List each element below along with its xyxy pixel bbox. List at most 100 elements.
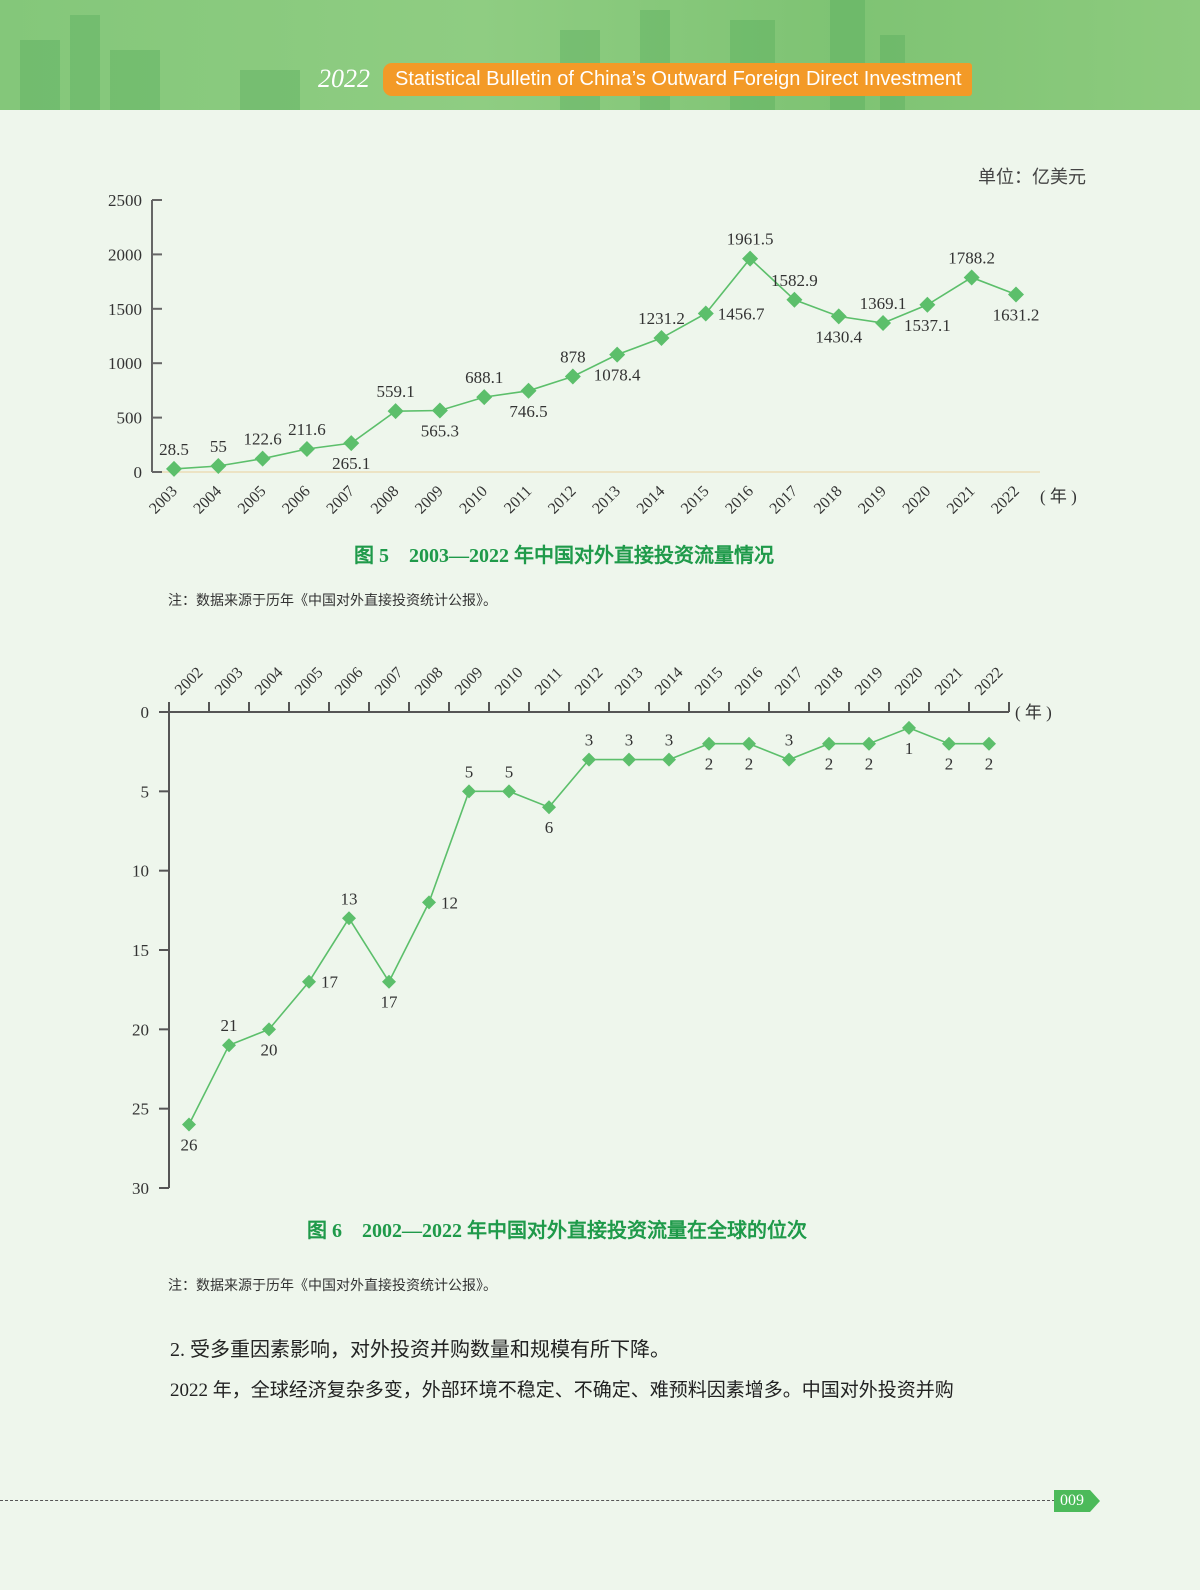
x-tick-label: 2011	[501, 483, 535, 517]
data-point-marker	[387, 403, 404, 420]
data-label: 12	[441, 893, 458, 912]
data-label: 1369.1	[860, 294, 907, 313]
data-point-marker	[942, 736, 956, 751]
section-heading: 2. 受多重因素影响，对外投资并购数量和规模有所下降。	[170, 1339, 670, 1361]
x-tick-label: 2021	[932, 664, 967, 699]
banner-year: 2022	[318, 64, 370, 93]
x-tick-label: 2013	[589, 483, 624, 518]
y-tick-label: 0	[134, 463, 143, 482]
data-point-marker	[982, 736, 996, 751]
data-point-marker	[742, 736, 756, 751]
data-point-marker	[582, 752, 596, 767]
data-point-marker	[702, 736, 716, 751]
data-label: 3	[625, 731, 634, 750]
x-tick-label: 2017	[767, 483, 802, 518]
data-label: 6	[545, 818, 554, 837]
data-label: 17	[321, 973, 339, 992]
x-tick-label: 2004	[190, 483, 225, 518]
chart-global-rank: 0510152025302620022120032020041720051320…	[132, 664, 1052, 1198]
x-tick-label: 2015	[678, 483, 713, 518]
x-tick-label: 2007	[372, 664, 407, 699]
x-tick-label: 2010	[492, 664, 527, 699]
x-tick-label: 2002	[172, 664, 207, 699]
data-point-marker	[422, 895, 436, 910]
data-point-marker	[302, 974, 316, 989]
data-point-marker	[382, 974, 396, 989]
data-label: 13	[341, 889, 358, 908]
data-label: 1582.9	[771, 271, 818, 290]
data-point-marker	[166, 460, 182, 477]
x-tick-label: 2014	[634, 483, 669, 518]
data-point-marker	[782, 752, 796, 767]
data-label: 26	[181, 1136, 198, 1155]
x-tick-label: 2010	[456, 483, 491, 518]
x-tick-label: 2004	[252, 664, 287, 699]
data-label: 28.5	[159, 440, 189, 459]
y-tick-label: 0	[141, 703, 150, 722]
x-tick-label: 2007	[323, 483, 358, 518]
data-point-marker	[697, 305, 714, 322]
chart-fdi-flow: 0 500 1000 1500 2000 2500 28.5 2003 55 2004 122.6 2…	[108, 191, 1077, 518]
figure6-caption: 图 6 2002—2022 年中国对外直接投资流量在全球的位次	[307, 1220, 807, 1242]
data-label: 21	[221, 1016, 238, 1035]
y-tick-label: 5	[141, 782, 150, 801]
y-tick-label: 2000	[108, 245, 142, 264]
footer-rule	[0, 1500, 1055, 1501]
data-point-marker	[476, 389, 493, 406]
data-point-marker	[182, 1117, 196, 1132]
y-tick-label: 25	[132, 1100, 149, 1119]
data-label: 559.1	[376, 382, 414, 401]
data-label: 2	[985, 755, 994, 774]
figure6-note: 注：数据来源于历年《中国对外直接投资统计公报》。	[168, 1279, 497, 1294]
data-point-marker	[210, 458, 227, 475]
x-axis-unit: ( 年 )	[1040, 487, 1077, 506]
x-tick-label: 2009	[412, 483, 447, 518]
data-point-marker	[262, 1022, 276, 1037]
data-label: 688.1	[465, 368, 503, 387]
x-tick-label: 2005	[292, 664, 327, 699]
data-point-marker	[502, 784, 516, 799]
data-label: 3	[785, 731, 794, 750]
x-tick-label: 2006	[279, 483, 314, 518]
x-tick-label: 2020	[892, 664, 927, 699]
y-tick-label: 20	[132, 1020, 149, 1039]
data-point-marker	[343, 435, 360, 452]
data-label: 265.1	[332, 454, 370, 473]
data-point-marker	[786, 291, 803, 308]
figure5-note: 注：数据来源于历年《中国对外直接投资统计公报》。	[168, 594, 497, 609]
skyline-decoration	[110, 50, 160, 110]
data-label: 878	[560, 347, 586, 366]
x-tick-label: 2009	[452, 664, 487, 699]
data-label: 565.3	[421, 421, 459, 440]
data-point-marker	[342, 911, 356, 926]
data-label: 1456.7	[718, 305, 765, 324]
data-label: 2	[705, 755, 714, 774]
x-tick-label: 2016	[732, 664, 767, 699]
y-tick-label: 15	[132, 941, 149, 960]
x-tick-label: 2020	[900, 483, 935, 518]
data-label: 1078.4	[594, 366, 641, 385]
data-point-marker	[742, 250, 759, 267]
x-tick-label: 2022	[988, 483, 1023, 518]
data-point-marker	[462, 784, 476, 799]
data-label: 122.6	[244, 430, 282, 449]
x-tick-label: 2008	[368, 483, 403, 518]
figure5-caption: 图 5 2003—2022 年中国对外直接投资流量情况	[354, 545, 774, 567]
y-tick-label: 500	[117, 409, 143, 428]
y-tick-label: 2500	[108, 191, 142, 210]
data-point-marker	[919, 296, 936, 313]
data-label: 5	[465, 762, 474, 781]
data-point-marker	[875, 315, 892, 332]
data-point-marker	[1008, 286, 1024, 303]
x-tick-label: 2013	[612, 664, 647, 699]
banner-title: Statistical Bulletin of China’s Outward …	[383, 63, 972, 96]
data-point-marker	[963, 269, 980, 286]
y-tick-label: 1500	[108, 300, 142, 319]
skyline-decoration	[70, 15, 100, 110]
data-label: 17	[381, 993, 399, 1012]
series-line	[188, 727, 989, 1125]
data-label: 3	[585, 731, 594, 750]
series-line	[173, 257, 1017, 470]
x-axis-unit: ( 年 )	[1015, 703, 1052, 722]
y-tick-label: 30	[132, 1179, 149, 1198]
